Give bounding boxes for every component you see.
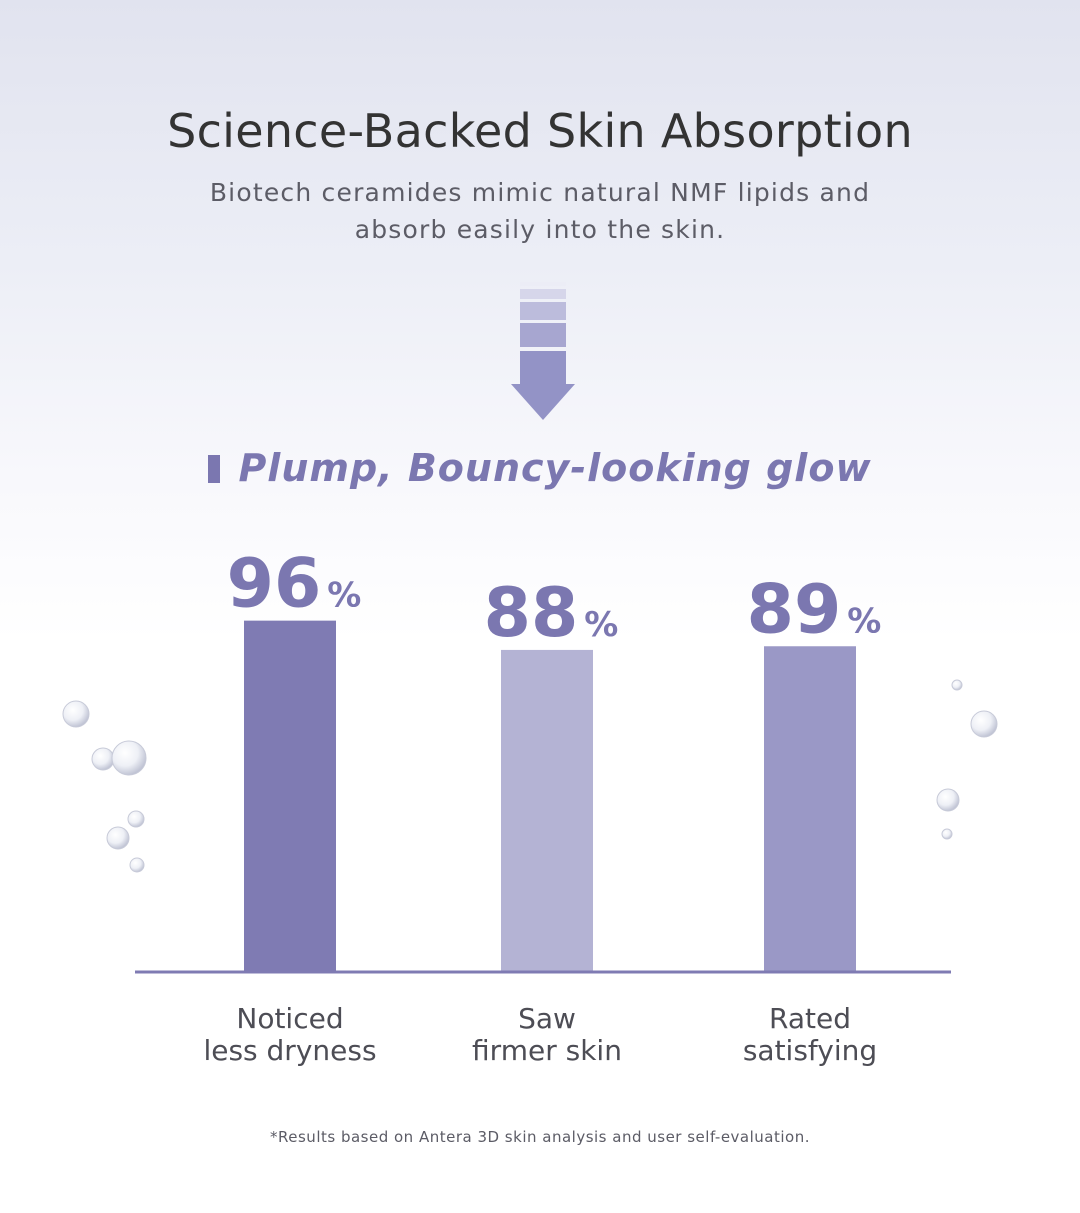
section-heading: Plump, Bouncy-looking glow <box>0 446 1080 490</box>
results-bar-chart: 96 % Noticed less dryness 88 % Saw firmer skin 8… <box>135 545 951 1067</box>
footnote: *Results based on Antera 3D skin analysi… <box>270 1128 810 1146</box>
category-label-2: Saw firmer skin <box>472 1002 622 1067</box>
bar-2 <box>501 649 593 972</box>
down-arrow-icon <box>511 282 575 420</box>
subtitle-line-1: Biotech ceramides mimic natural NMF lipi… <box>209 178 871 207</box>
value-label-2: 88% <box>484 574 619 653</box>
subtitle-line-2: absorb easily into the skin. <box>354 215 726 244</box>
heading-marker <box>208 455 221 483</box>
page-subtitle: Biotech ceramides mimic natural NMF lipi… <box>0 174 1080 248</box>
value-label-1: 96% <box>227 545 362 624</box>
bar-1 <box>244 620 336 972</box>
page-title: Science-Backed Skin Absorption <box>167 104 913 158</box>
category-label-1: Noticed less dryness <box>203 1002 376 1067</box>
bar-3 <box>764 646 856 972</box>
section-heading-text: Plump, Bouncy-looking glow <box>238 446 872 490</box>
value-label-3: 89% <box>747 570 882 649</box>
category-label-3: Rated satisfying <box>743 1002 877 1067</box>
